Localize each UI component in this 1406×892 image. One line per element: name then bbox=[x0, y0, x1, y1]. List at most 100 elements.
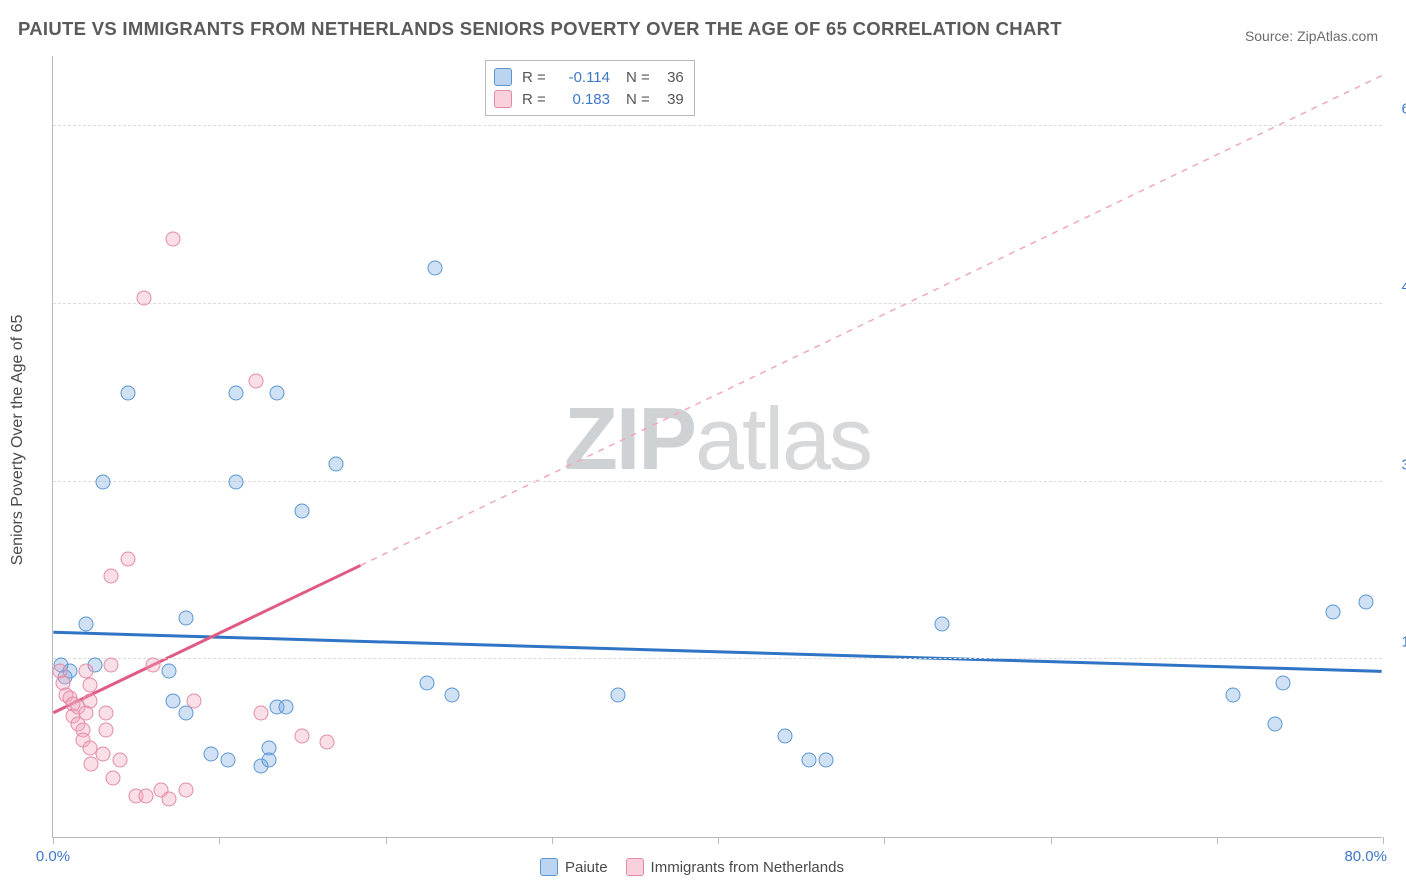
series-legend: Paiute Immigrants from Netherlands bbox=[540, 858, 844, 876]
y-tick-label: 15.0% bbox=[1388, 634, 1406, 651]
paiute-point bbox=[445, 687, 460, 702]
chart-title: PAIUTE VS IMMIGRANTS FROM NETHERLANDS SE… bbox=[18, 18, 1062, 40]
paiute-point bbox=[1276, 675, 1291, 690]
gridline bbox=[53, 303, 1382, 304]
netherlands-point bbox=[112, 753, 127, 768]
netherlands-point bbox=[162, 792, 177, 807]
netherlands-point bbox=[82, 693, 97, 708]
watermark: ZIPatlas bbox=[564, 388, 871, 490]
netherlands-point bbox=[253, 705, 268, 720]
paiute-point bbox=[203, 747, 218, 762]
y-tick-label: 60.0% bbox=[1388, 101, 1406, 118]
netherlands-point bbox=[295, 729, 310, 744]
netherlands-point bbox=[99, 705, 114, 720]
square-icon bbox=[626, 858, 644, 876]
square-icon bbox=[494, 90, 512, 108]
gridline bbox=[53, 658, 1382, 659]
paiute-point bbox=[278, 699, 293, 714]
paiute-point bbox=[228, 474, 243, 489]
x-tick bbox=[1217, 837, 1218, 844]
paiute-point bbox=[819, 753, 834, 768]
paiute-point bbox=[428, 261, 443, 276]
legend-label-netherlands: Immigrants from Netherlands bbox=[651, 859, 844, 876]
paiute-point bbox=[220, 753, 235, 768]
x-tick bbox=[552, 837, 553, 844]
trend-line bbox=[53, 565, 360, 712]
paiute-point bbox=[228, 385, 243, 400]
paiute-point bbox=[611, 687, 626, 702]
trend-line bbox=[361, 76, 1382, 566]
paiute-point bbox=[262, 753, 277, 768]
netherlands-point bbox=[95, 747, 110, 762]
paiute-point bbox=[1326, 604, 1341, 619]
paiute-point bbox=[120, 385, 135, 400]
r-value: 0.183 bbox=[560, 91, 610, 108]
paiute-point bbox=[1267, 717, 1282, 732]
paiute-point bbox=[79, 616, 94, 631]
netherlands-point bbox=[187, 693, 202, 708]
netherlands-point bbox=[137, 290, 152, 305]
gridline bbox=[53, 481, 1382, 482]
x-axis-max-label: 80.0% bbox=[1344, 848, 1387, 865]
paiute-point bbox=[95, 474, 110, 489]
legend-item-paiute: Paiute bbox=[540, 858, 608, 876]
y-axis-label: Seniors Poverty Over the Age of 65 bbox=[9, 315, 27, 566]
legend-row: R = -0.114 N = 36 bbox=[494, 66, 684, 88]
paiute-point bbox=[420, 675, 435, 690]
paiute-point bbox=[162, 664, 177, 679]
x-tick bbox=[1051, 837, 1052, 844]
netherlands-point bbox=[82, 678, 97, 693]
x-tick bbox=[53, 837, 54, 844]
x-tick bbox=[386, 837, 387, 844]
square-icon bbox=[494, 68, 512, 86]
netherlands-point bbox=[120, 551, 135, 566]
netherlands-point bbox=[145, 658, 160, 673]
source-value: ZipAtlas.com bbox=[1297, 28, 1378, 44]
paiute-point bbox=[328, 456, 343, 471]
netherlands-point bbox=[79, 664, 94, 679]
correlation-legend: R = -0.114 N = 36R = 0.183 N = 39 bbox=[485, 60, 695, 116]
paiute-point bbox=[802, 753, 817, 768]
source-attribution: Source: ZipAtlas.com bbox=[1245, 28, 1378, 44]
netherlands-point bbox=[104, 658, 119, 673]
paiute-point bbox=[935, 616, 950, 631]
legend-item-netherlands: Immigrants from Netherlands bbox=[626, 858, 844, 876]
paiute-point bbox=[777, 729, 792, 744]
netherlands-point bbox=[139, 788, 154, 803]
netherlands-point bbox=[99, 723, 114, 738]
trend-line bbox=[53, 632, 1381, 671]
r-label: R = bbox=[522, 69, 550, 86]
n-value: 39 bbox=[660, 91, 684, 108]
netherlands-point bbox=[179, 782, 194, 797]
netherlands-point bbox=[104, 569, 119, 584]
n-value: 36 bbox=[660, 69, 684, 86]
paiute-point bbox=[179, 610, 194, 625]
legend-label-paiute: Paiute bbox=[565, 859, 608, 876]
x-tick bbox=[1383, 837, 1384, 844]
square-icon bbox=[540, 858, 558, 876]
y-tick-label: 30.0% bbox=[1388, 456, 1406, 473]
source-label: Source: bbox=[1245, 28, 1297, 44]
watermark-zip: ZIP bbox=[564, 389, 695, 488]
paiute-point bbox=[1359, 595, 1374, 610]
plot-area: ZIPatlas R =-0.114N =36R =0.183N =39 0.0… bbox=[52, 56, 1382, 838]
gridline bbox=[53, 125, 1382, 126]
netherlands-point bbox=[248, 373, 263, 388]
y-tick-label: 45.0% bbox=[1388, 278, 1406, 295]
x-tick bbox=[718, 837, 719, 844]
legend-row: R =0.183N =39 bbox=[494, 88, 684, 110]
paiute-point bbox=[165, 693, 180, 708]
netherlands-point bbox=[165, 231, 180, 246]
x-tick bbox=[219, 837, 220, 844]
paiute-point bbox=[1226, 687, 1241, 702]
r-value: -0.114 bbox=[560, 69, 610, 86]
n-label: N = bbox=[626, 91, 650, 108]
n-label: N = bbox=[626, 69, 650, 86]
x-tick bbox=[884, 837, 885, 844]
paiute-point bbox=[270, 385, 285, 400]
netherlands-point bbox=[320, 735, 335, 750]
x-axis-origin-label: 0.0% bbox=[36, 848, 70, 865]
watermark-atlas: atlas bbox=[695, 389, 871, 488]
paiute-point bbox=[295, 504, 310, 519]
netherlands-point bbox=[105, 770, 120, 785]
